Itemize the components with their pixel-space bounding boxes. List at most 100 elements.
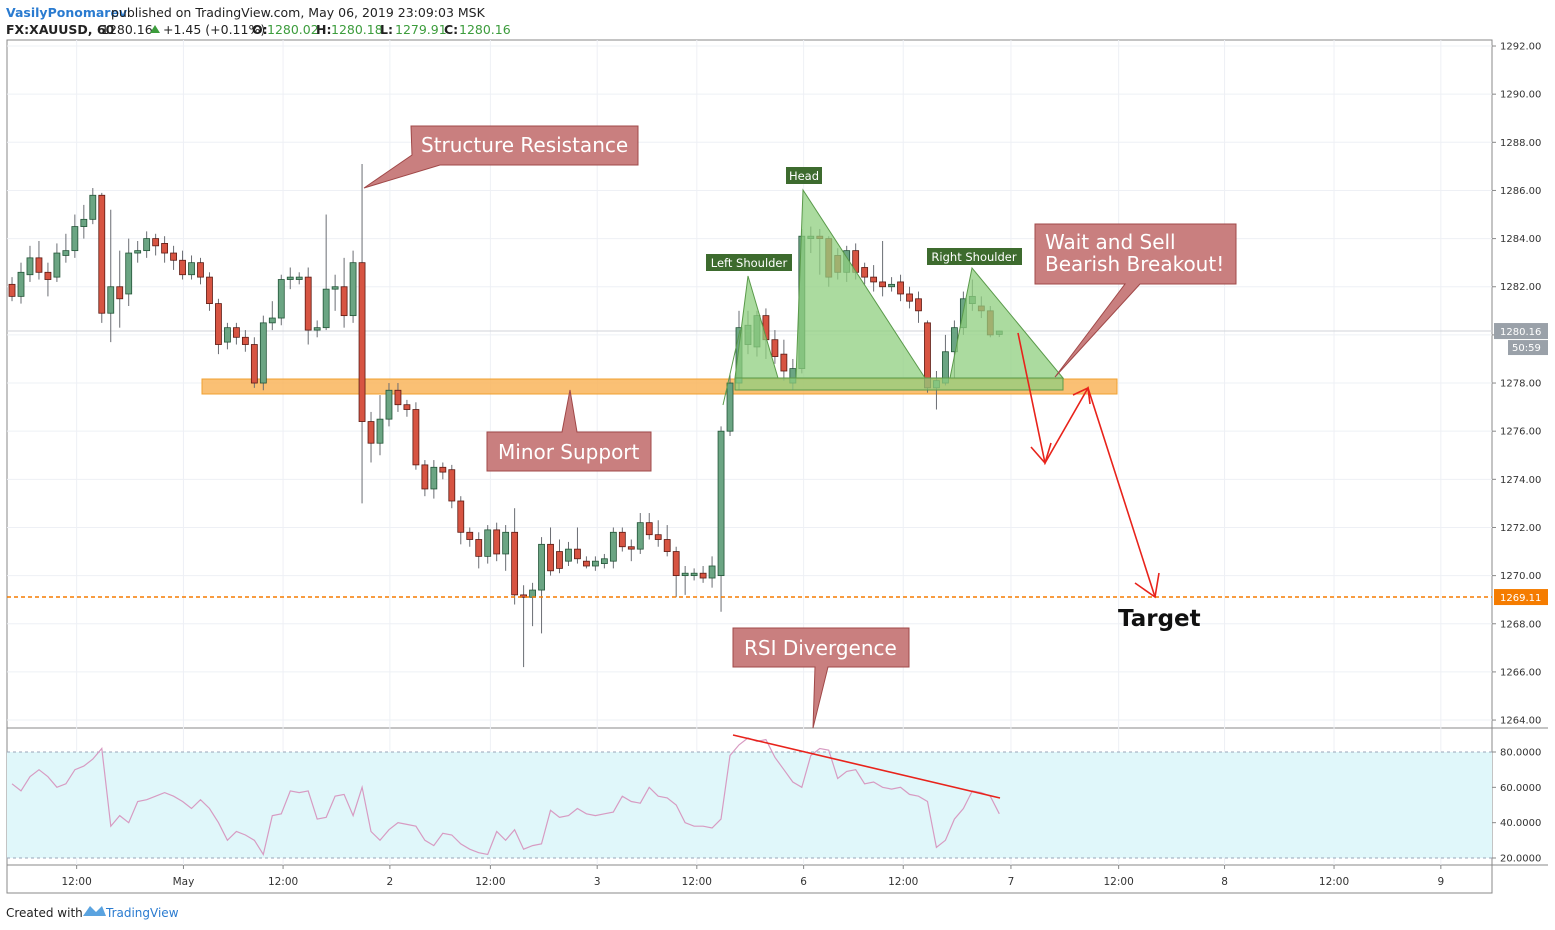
ohlc: O: 1280.02H: 1280.18L: 1279.91C: 1280.16 bbox=[252, 22, 511, 37]
candle-body bbox=[367, 421, 375, 444]
label-box bbox=[786, 167, 822, 184]
y-tick-label: 40.0000 bbox=[1500, 818, 1541, 829]
last-price-box bbox=[1494, 323, 1548, 340]
candle-body bbox=[439, 466, 447, 473]
pattern-label: Right Shoulder bbox=[931, 250, 1016, 264]
y-tick-label: 1292.00 bbox=[1500, 42, 1541, 53]
ohlc-value: 1280.18 bbox=[331, 22, 383, 37]
candle-body bbox=[349, 262, 357, 317]
y-tick-label: 1290.00 bbox=[1500, 90, 1541, 101]
symbol: FX:XAUUSD, 60 bbox=[6, 22, 115, 37]
candle-body bbox=[107, 286, 115, 314]
candle-body bbox=[583, 560, 590, 567]
tv-logo bbox=[83, 906, 106, 916]
candle-body bbox=[26, 257, 34, 276]
candle-body bbox=[457, 500, 465, 533]
x-tick-label: 12:00 bbox=[62, 876, 92, 888]
projection-arrows bbox=[732, 332, 1160, 799]
author[interactable]: VasilyPonomarev bbox=[6, 5, 127, 20]
candle-body bbox=[726, 382, 734, 432]
candle-body bbox=[906, 293, 913, 302]
candle-body bbox=[313, 327, 321, 331]
ohlc-label: O: bbox=[252, 22, 268, 37]
arrowhead bbox=[1072, 386, 1091, 405]
label-box bbox=[706, 254, 792, 271]
neckline-band bbox=[734, 377, 1064, 391]
y-tick-label: 1268.00 bbox=[1500, 619, 1541, 630]
candle-body bbox=[44, 271, 52, 280]
arrowhead bbox=[1030, 442, 1052, 465]
candle-body bbox=[376, 418, 384, 444]
candle-body bbox=[62, 250, 70, 256]
candle-body bbox=[403, 404, 411, 410]
candles bbox=[8, 163, 1003, 668]
candle-body bbox=[870, 276, 878, 283]
candle-body bbox=[681, 572, 689, 577]
ohlc-value: 1279.91 bbox=[395, 22, 447, 37]
x-tick-label: 12:00 bbox=[682, 876, 712, 888]
candle-body bbox=[663, 539, 671, 552]
callout-texts: Structure Resistance Minor Support RSI D… bbox=[421, 133, 1224, 660]
callout-text: Structure Resistance bbox=[421, 133, 628, 157]
x-tick-label: 3 bbox=[594, 876, 601, 888]
y-tick-label: 1288.00 bbox=[1500, 138, 1541, 149]
callout-box bbox=[1034, 223, 1237, 378]
x-tick-label: 12:00 bbox=[888, 876, 918, 888]
ohlc-label: H: bbox=[316, 22, 331, 37]
last-price-label: 1280.16 bbox=[1500, 327, 1541, 338]
candle-body bbox=[654, 534, 662, 540]
up-icon bbox=[150, 25, 160, 33]
x-tick-label: 12:00 bbox=[268, 876, 298, 888]
candle-body bbox=[358, 262, 366, 422]
candle-body bbox=[233, 327, 240, 338]
callout-box bbox=[732, 627, 910, 729]
y-tick-label: 1270.00 bbox=[1500, 571, 1541, 582]
y-tick-label: 1274.00 bbox=[1500, 475, 1541, 486]
candle-body bbox=[295, 276, 303, 280]
candle-body bbox=[8, 283, 16, 297]
candle-body bbox=[322, 288, 330, 329]
footer-brand[interactable]: TradingView bbox=[105, 906, 179, 920]
y-tick-label: 20.0000 bbox=[1500, 854, 1541, 865]
candle-body bbox=[780, 353, 788, 372]
candle-body bbox=[430, 466, 438, 490]
callout-text: RSI Divergence bbox=[744, 636, 897, 660]
candle-body bbox=[556, 551, 563, 569]
candle-body bbox=[888, 283, 895, 288]
candle-body bbox=[609, 531, 617, 562]
candle-body bbox=[484, 529, 492, 557]
candle-body bbox=[143, 238, 151, 252]
y-tick-label: 1284.00 bbox=[1500, 234, 1541, 245]
pattern-label-texts: Head Left Shoulder Right Shoulder bbox=[711, 169, 1017, 270]
candle-body bbox=[636, 522, 644, 550]
pattern-label: Left Shoulder bbox=[711, 256, 788, 270]
projection-path bbox=[1017, 332, 1156, 598]
rsi-divergence-line bbox=[732, 734, 1001, 799]
candle-body bbox=[627, 546, 635, 550]
candle-body bbox=[412, 409, 420, 466]
candle-body bbox=[71, 226, 79, 252]
candle-body bbox=[134, 250, 142, 254]
target-label: Target bbox=[1118, 606, 1201, 632]
candle-body bbox=[80, 218, 88, 227]
y-tick-label: 1282.00 bbox=[1500, 282, 1541, 293]
countdown-box bbox=[1508, 340, 1548, 356]
candle-body bbox=[179, 259, 186, 276]
y-tick-label: 1276.00 bbox=[1500, 427, 1541, 438]
x-tick-label: May bbox=[173, 876, 195, 888]
candle-body bbox=[511, 531, 519, 596]
candle-body bbox=[331, 286, 339, 290]
callout-box bbox=[486, 389, 652, 472]
candle-body bbox=[645, 522, 653, 536]
ohlc-value: 1280.16 bbox=[459, 22, 511, 37]
candle-body bbox=[268, 317, 276, 324]
candle-body bbox=[771, 339, 779, 357]
grid bbox=[7, 40, 1492, 865]
y-tick-label: 1286.00 bbox=[1500, 186, 1541, 197]
y-tick-label: 1272.00 bbox=[1500, 523, 1541, 534]
pattern-label: Head bbox=[789, 169, 819, 183]
candle-body bbox=[879, 281, 886, 288]
candle-body bbox=[466, 531, 474, 540]
candle-body bbox=[125, 252, 133, 295]
